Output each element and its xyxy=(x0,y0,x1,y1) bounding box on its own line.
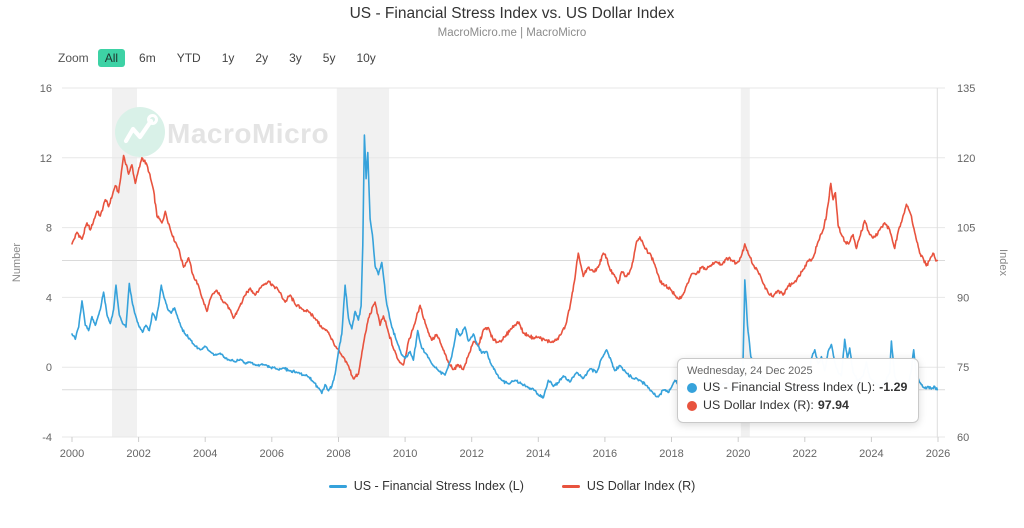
dollar-series-dot-icon xyxy=(687,400,697,411)
svg-text:2022: 2022 xyxy=(793,448,817,460)
svg-text:90: 90 xyxy=(957,292,969,304)
svg-text:2000: 2000 xyxy=(60,448,84,460)
macromicro-watermark: MacroMicro xyxy=(115,107,329,157)
series-line xyxy=(71,154,939,380)
legend-item-stress-index[interactable]: US - Financial Stress Index (L) xyxy=(328,479,524,493)
svg-text:Index: Index xyxy=(997,249,1009,276)
zoom-range-5y[interactable]: 5y xyxy=(316,49,343,67)
zoom-range-10y[interactable]: 10y xyxy=(349,49,382,67)
svg-text:120: 120 xyxy=(957,153,975,165)
svg-text:2008: 2008 xyxy=(326,448,350,460)
zoom-range-all[interactable]: All xyxy=(97,49,126,67)
tooltip-row-dollar: US Dollar Index (R): 97.94 xyxy=(687,397,907,415)
svg-text:135: 135 xyxy=(957,83,975,95)
legend-item-dollar-index[interactable]: US Dollar Index (R) xyxy=(561,479,696,493)
svg-text:4: 4 xyxy=(46,292,52,304)
svg-text:60: 60 xyxy=(957,432,969,444)
svg-text:2026: 2026 xyxy=(926,448,950,460)
svg-text:2004: 2004 xyxy=(193,448,217,460)
svg-text:-4: -4 xyxy=(42,432,52,444)
stress-series-dot-icon xyxy=(687,382,697,393)
chart-tooltip: Wednesday, 24 Dec 2025 US - Financial St… xyxy=(677,358,920,423)
svg-text:8: 8 xyxy=(46,223,52,235)
tooltip-label: US Dollar Index (R): xyxy=(703,397,814,412)
svg-text:0: 0 xyxy=(46,362,52,374)
svg-text:2016: 2016 xyxy=(593,448,617,460)
tooltip-value: -1.29 xyxy=(879,380,908,394)
zoom-range-ytd[interactable]: YTD xyxy=(170,49,208,67)
zoom-range-3y[interactable]: 3y xyxy=(282,49,309,67)
svg-text:2018: 2018 xyxy=(659,448,683,460)
legend-label: US - Financial Stress Index (L) xyxy=(353,479,524,493)
zoom-toolbar: Zoom All 6m YTD 1y 2y 3y 5y 10y xyxy=(58,49,383,67)
tooltip-row-stress: US - Financial Stress Index (L): -1.29 xyxy=(687,379,907,397)
chart-subtitle: MacroMicro.me | MacroMicro xyxy=(437,27,587,39)
svg-text:2024: 2024 xyxy=(859,448,883,460)
red-line-marker-icon xyxy=(561,484,580,488)
svg-text:75: 75 xyxy=(957,362,969,374)
zoom-label: Zoom xyxy=(58,51,89,65)
chart-title: US - Financial Stress Index vs. US Dolla… xyxy=(349,5,675,22)
legend-label: US Dollar Index (R) xyxy=(586,479,696,493)
tooltip-value: 97.94 xyxy=(817,397,849,412)
svg-text:2002: 2002 xyxy=(126,448,150,460)
svg-text:Number: Number xyxy=(11,243,23,282)
svg-text:16: 16 xyxy=(40,83,52,95)
tooltip-label: US - Financial Stress Index (L): xyxy=(703,380,876,394)
svg-text:2010: 2010 xyxy=(393,448,417,460)
blue-line-marker-icon xyxy=(328,484,347,488)
zoom-range-6m[interactable]: 6m xyxy=(132,49,163,67)
svg-text:2014: 2014 xyxy=(526,448,550,460)
svg-text:MacroMicro: MacroMicro xyxy=(167,118,329,149)
svg-text:2006: 2006 xyxy=(260,448,284,460)
zoom-range-1y[interactable]: 1y xyxy=(215,49,242,67)
svg-text:2020: 2020 xyxy=(726,448,750,460)
svg-text:12: 12 xyxy=(40,153,52,165)
svg-text:105: 105 xyxy=(957,223,975,235)
tooltip-date: Wednesday, 24 Dec 2025 xyxy=(687,365,813,377)
chart-plot[interactable]: -4 0 4 8 12 16 135 120 105 90 75 60 2000 2002 2004 2006… xyxy=(0,0,1024,476)
svg-text:2012: 2012 xyxy=(459,448,483,460)
zoom-range-2y[interactable]: 2y xyxy=(248,49,275,67)
chart-legend: US - Financial Stress Index (L) US Dolla… xyxy=(0,479,1024,493)
